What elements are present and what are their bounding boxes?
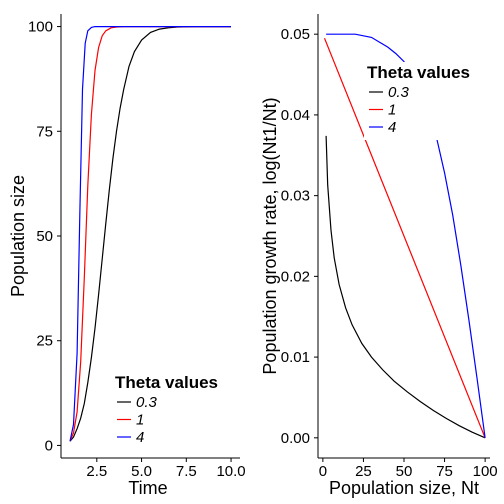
x-tick-label: 2.5 — [86, 463, 107, 480]
x-tick-label: 10.0 — [216, 463, 245, 480]
legend-entry-label: 0.3 — [136, 394, 158, 411]
right-chart-panel: 0 25 50 75 100 0.00 0.01 0.02 0.03 0.04 0.05 Popula… — [260, 14, 498, 498]
y-tick-label: 0.02 — [281, 268, 310, 285]
y-tick-label: 0.05 — [281, 26, 310, 43]
y-tick-label: 0.03 — [281, 188, 310, 205]
legend-entry-label: 0.3 — [388, 84, 410, 101]
series-line-theta-0-3 — [325, 135, 486, 439]
x-tick-label: 7.5 — [176, 463, 197, 480]
legend-entry-label: 4 — [136, 429, 144, 446]
x-tick-label: 5.0 — [131, 463, 152, 480]
x-axis-title: Population size, Nt — [329, 478, 479, 498]
series-line-theta-4 — [69, 26, 231, 442]
x-tick-label: 50 — [396, 463, 413, 480]
y-tick-label: 25 — [36, 333, 53, 350]
legend-entry-label: 1 — [388, 102, 396, 119]
left-chart-panel: 2.5 5.0 7.5 10.0 0 25 50 75 100 Time Population si… — [8, 14, 246, 498]
legend-title: Theta values — [367, 63, 470, 82]
legend: Theta values 0.314 — [112, 372, 224, 450]
x-tick-label: 0 — [319, 463, 327, 480]
y-tick-label: 0 — [45, 437, 53, 454]
legend-entry-label: 1 — [136, 412, 144, 429]
y-tick-label: 50 — [36, 228, 53, 245]
y-tick-label: 0.00 — [281, 430, 310, 447]
x-axis-title: Time — [128, 478, 167, 498]
y-tick-label: 0.04 — [281, 107, 310, 124]
x-tick-label: 100 — [473, 463, 498, 480]
y-axis-title: Population growth rate, log(Nt1/Nt) — [260, 97, 280, 374]
x-tick-label: 25 — [355, 463, 372, 480]
y-tick-label: 0.01 — [281, 349, 310, 366]
y-tick-label: 75 — [36, 123, 53, 140]
series-line-theta-0-3 — [69, 26, 231, 442]
legend-entry-label: 4 — [388, 119, 396, 136]
legend-title: Theta values — [115, 373, 218, 392]
y-tick-label: 100 — [28, 19, 53, 36]
series-line-theta-1 — [323, 37, 486, 439]
legend: Theta values 0.314 — [364, 62, 476, 140]
x-tick-label: 75 — [436, 463, 453, 480]
y-axis-title: Population size — [8, 175, 28, 297]
